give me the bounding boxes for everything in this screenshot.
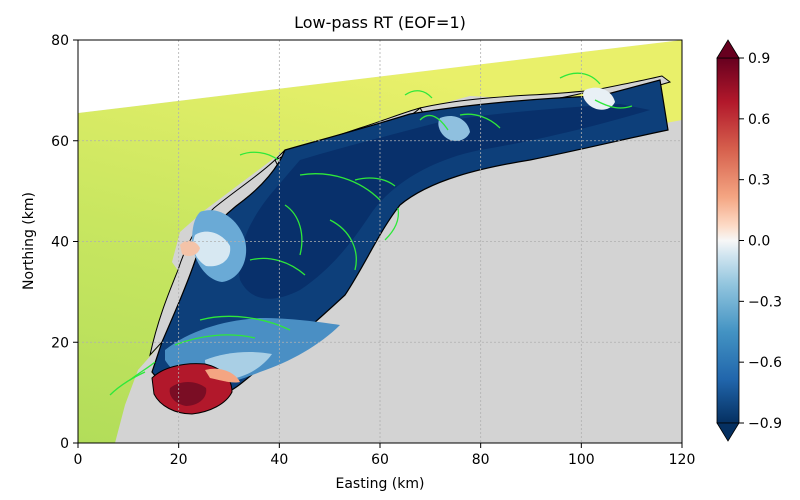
southern-hot-spot-rim [205,368,240,383]
colorbar: 0.9 0.6 0.3 0.0 −0.3 −0.6 −0.9 [716,39,782,442]
x-tick-label: 100 [568,452,595,468]
y-axis: 0 20 40 60 80 [51,33,78,452]
x-tick-label: 60 [371,452,389,468]
y-tick-label: 0 [60,436,69,452]
chart-title: Low-pass RT (EOF=1) [294,13,466,32]
north-east-patch [583,87,615,110]
x-tick-label: 0 [74,452,83,468]
open-sea [78,40,682,443]
x-tick-label: 20 [170,452,188,468]
x-tick-label: 80 [472,452,490,468]
lagoon-core [239,104,650,299]
x-axis-label: Easting (km) [336,476,425,492]
colorbar-extend-bottom [716,422,740,442]
colorbar-tick-label: 0.3 [748,173,770,189]
x-tick-label: 120 [669,452,696,468]
colorbar-tick-label: −0.9 [748,416,782,432]
colorbar-tick-label: 0.6 [748,112,770,128]
y-tick-label: 80 [51,33,69,49]
y-axis-label: Northing (km) [21,192,37,290]
west-patch-warm [180,240,200,256]
colorbar-bar [716,57,740,424]
colorbar-tick-label: −0.3 [748,294,782,310]
x-tick-label: 40 [270,452,288,468]
colorbar-tick-label: 0.0 [748,234,770,250]
y-tick-label: 20 [51,335,69,351]
colorbar-tick-label: 0.9 [748,51,770,67]
y-tick-label: 60 [51,134,69,150]
colorbar-extend-top [716,39,740,59]
west-patch-core [193,231,231,267]
contour-lines [109,72,633,396]
colorbar-tick-label: −0.6 [748,355,782,371]
north-east-patch [438,115,470,141]
y-tick-label: 40 [51,235,69,251]
x-axis: 0 20 40 60 80 100 120 [74,443,696,468]
colorbar-ticks: 0.9 0.6 0.3 0.0 −0.3 −0.6 −0.9 [739,51,782,432]
